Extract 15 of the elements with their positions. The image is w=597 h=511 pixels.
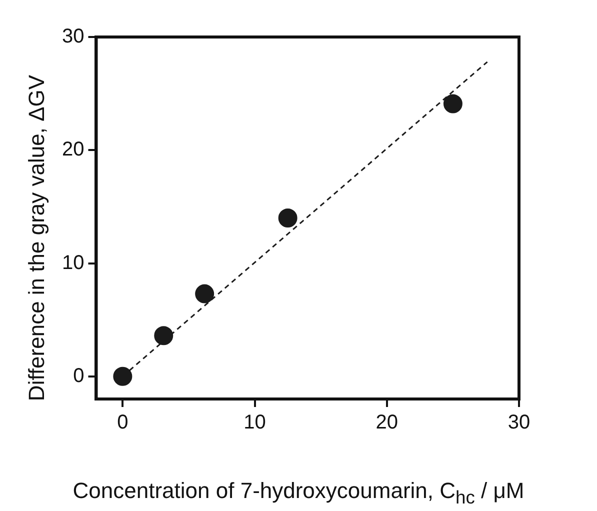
point — [154, 326, 174, 346]
x-tick-label: 0 — [117, 412, 128, 434]
y-axis-title: Difference in the gray value, ΔGV — [24, 74, 50, 402]
point — [443, 94, 462, 114]
point — [195, 284, 214, 304]
x-axis-title: Concentration of 7-hydroxycoumarin, C$_{hc}$ / μM — [72, 478, 526, 508]
x-tick-label: 20 — [376, 412, 398, 434]
y-tick-label: 30 — [62, 26, 84, 48]
x-tick-label: 10 — [244, 412, 266, 434]
y-tick-label: 20 — [62, 138, 84, 161]
y-tick-label: 0 — [73, 364, 84, 387]
point — [113, 366, 132, 386]
y-tick-label: 10 — [62, 252, 84, 274]
x-tick-label: 30 — [508, 412, 530, 434]
point — [278, 208, 298, 228]
